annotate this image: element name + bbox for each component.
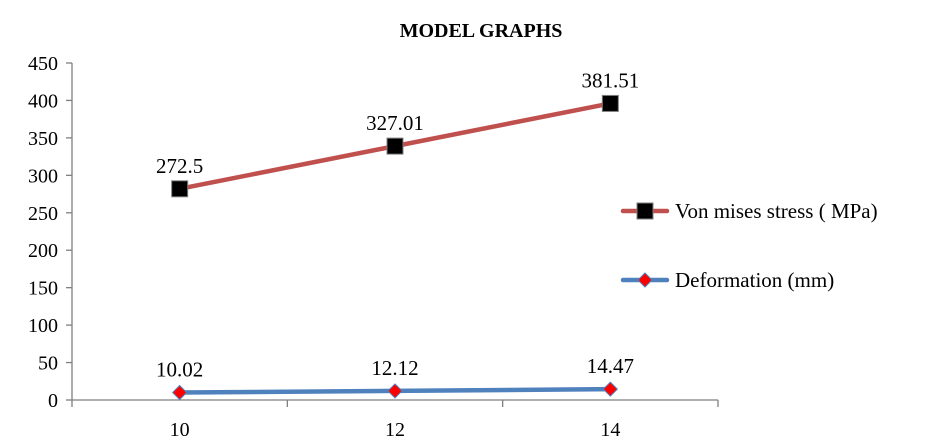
data-point [387, 383, 403, 399]
legend-marker [636, 202, 654, 220]
data-label: 327.01 [366, 111, 424, 135]
data-point [386, 137, 404, 155]
y-tick-label: 450 [28, 53, 58, 75]
y-tick-label: 300 [28, 165, 58, 187]
y-tick-label: 150 [28, 278, 58, 300]
data-label: 14.47 [587, 354, 634, 378]
legend-label: Deformation (mm) [675, 268, 834, 292]
series-1: 10.02 12.12 14.47 [156, 354, 634, 401]
y-tick-label: 400 [28, 90, 58, 112]
data-point [171, 384, 188, 401]
y-tick-label: 350 [28, 128, 58, 150]
data-label: 272.5 [156, 154, 203, 178]
y-tick-label: 250 [28, 203, 58, 225]
x-tick-label: 10 [170, 419, 190, 441]
y-tick-label: 100 [28, 315, 58, 337]
chart-axes: 0 50 100 150 200 250 300 350 400 450 10 12 14 [28, 53, 719, 441]
chart-legend: Von mises stress ( MPa) Deformation (mm) [620, 199, 878, 292]
legend-item-1: Deformation (mm) [620, 268, 834, 292]
data-point [601, 94, 619, 112]
legend-marker [637, 272, 653, 288]
chart-series: 272.5 327.01 381.51 10.02 12.12 14.47 [156, 68, 639, 401]
legend-item-0: Von mises stress ( MPa) [620, 199, 878, 223]
y-tick-label: 200 [28, 240, 58, 262]
data-point [171, 180, 189, 198]
data-point [602, 381, 619, 397]
chart-title: MODEL GRAPHS [400, 20, 563, 42]
x-tick-label: 14 [600, 419, 620, 441]
legend-label: Von mises stress ( MPa) [675, 199, 878, 223]
x-tick-label: 12 [385, 419, 405, 441]
data-label: 12.12 [371, 356, 418, 380]
series-0: 272.5 327.01 381.51 [156, 68, 639, 198]
y-tick-label: 0 [48, 390, 58, 412]
data-label: 381.51 [581, 68, 639, 92]
data-label: 10.02 [156, 357, 203, 381]
y-tick-label: 50 [38, 353, 58, 375]
